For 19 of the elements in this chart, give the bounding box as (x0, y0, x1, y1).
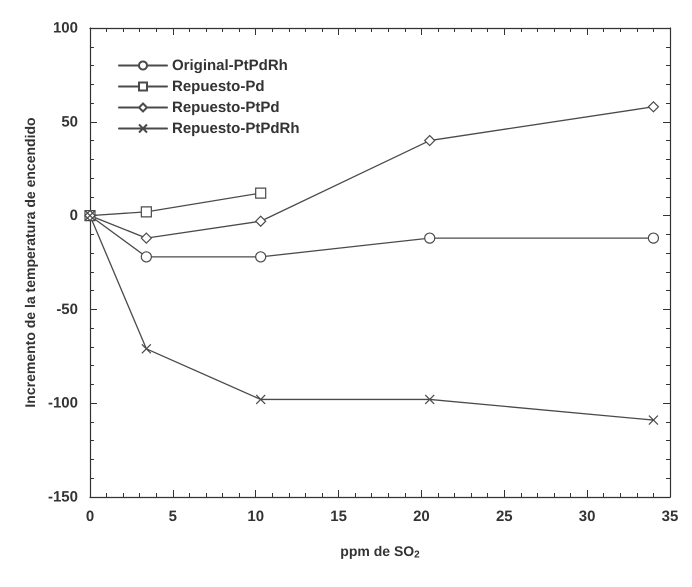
legend-label: Repuesto-PtPd (172, 99, 280, 116)
x-tick-label: 0 (86, 508, 94, 525)
y-tick-label: 100 (52, 20, 78, 36)
legend-label: Repuesto-Pd (172, 78, 265, 95)
y-tick-label: -150 (48, 488, 78, 506)
y-tick-label: 50 (61, 113, 78, 130)
x-tick-label: 15 (330, 508, 347, 525)
y-tick-label: 0 (70, 207, 78, 224)
y-tick-label: -100 (48, 394, 78, 412)
x-tick-label: 25 (496, 508, 513, 525)
y-tick-label: -50 (56, 300, 78, 318)
x-tick-label: 10 (247, 508, 264, 525)
x-tick-label: 5 (168, 508, 178, 525)
y-axis-title: Incremento de la temperatura de encendido (22, 117, 38, 408)
x-tick-label: 30 (578, 508, 596, 525)
x-tick-label: 20 (413, 508, 430, 525)
legend-label: Original-PtPdRh (172, 57, 288, 74)
legend-label: Repuesto-PtPdRh (172, 120, 300, 137)
x-tick-label: 35 (662, 508, 678, 525)
